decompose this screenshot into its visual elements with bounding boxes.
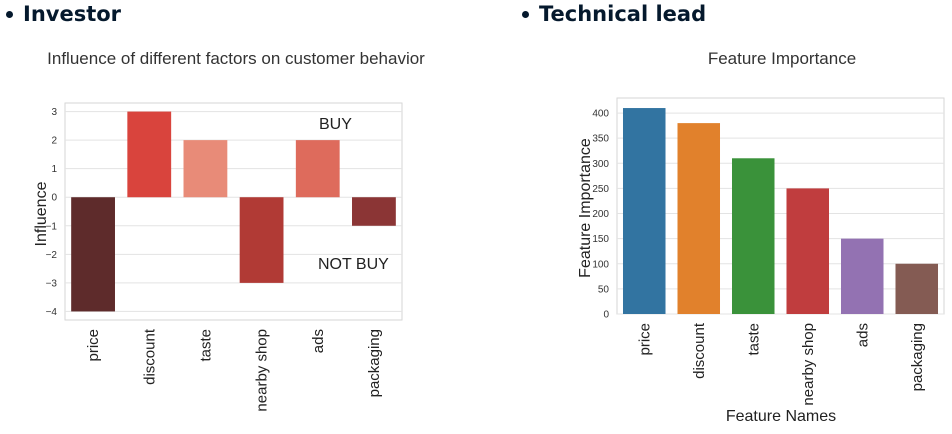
y-tick-label: −1 <box>46 221 58 232</box>
bar <box>622 108 666 314</box>
x-tick-label: packaging <box>909 323 926 391</box>
y-axis-label: Influence <box>33 181 50 246</box>
buy-annotation: BUY <box>319 116 352 133</box>
bar <box>895 263 939 314</box>
bar <box>127 111 172 198</box>
chart-title: Influence of different factors on custom… <box>47 49 425 68</box>
y-tick-label: 2 <box>51 136 57 147</box>
y-tick-label: −4 <box>46 307 58 318</box>
y-tick-label: −3 <box>46 278 58 289</box>
bar <box>731 158 775 314</box>
x-tick-label: nearby shop <box>800 323 817 406</box>
technical-lead-heading-label: Technical lead <box>539 2 707 26</box>
x-tick-label: taste <box>745 323 762 356</box>
y-tick-label: 350 <box>592 134 609 145</box>
x-tick-label: nearby shop <box>254 329 271 412</box>
not-buy-annotation: NOT BUY <box>318 256 389 273</box>
y-tick-label: 3 <box>51 107 57 118</box>
x-tick-label: discount <box>141 328 158 385</box>
bar <box>295 140 340 198</box>
y-axis-label: Feature Importance <box>577 138 594 278</box>
x-axis-label: Feature Names <box>726 408 836 425</box>
investor-heading: Investor <box>6 2 121 26</box>
x-tick-label: price <box>85 329 102 362</box>
x-tick-label: price <box>636 323 653 356</box>
y-tick-label: 200 <box>592 209 609 220</box>
x-tick-label: ads <box>310 329 327 353</box>
y-tick-label: 300 <box>592 159 609 170</box>
bar <box>677 123 721 315</box>
x-tick-label: discount <box>691 322 708 379</box>
technical-lead-heading: Technical lead <box>522 2 706 26</box>
bullet-icon <box>6 10 13 18</box>
y-tick-label: 0 <box>603 310 609 321</box>
y-tick-label: 400 <box>592 109 609 120</box>
bar <box>239 197 284 283</box>
bar <box>71 197 115 312</box>
plot-frame <box>64 102 403 321</box>
x-tick-label: packaging <box>366 329 383 397</box>
y-tick-label: 150 <box>592 234 609 245</box>
bar <box>183 140 228 198</box>
investor-heading-label: Investor <box>23 2 122 26</box>
bullet-icon <box>522 10 529 18</box>
plot-frame <box>616 97 945 315</box>
bar <box>352 197 396 226</box>
y-tick-label: 0 <box>51 193 57 204</box>
y-tick-label: 1 <box>51 164 57 175</box>
y-tick-label: −2 <box>46 250 58 261</box>
x-tick-label: ads <box>854 323 871 347</box>
y-tick-label: 250 <box>592 184 609 195</box>
bar <box>840 238 884 314</box>
y-tick-label: 100 <box>592 259 609 270</box>
x-tick-label: taste <box>197 329 214 362</box>
chart-title: Feature Importance <box>708 49 856 68</box>
y-tick-label: 50 <box>598 284 610 295</box>
bar <box>786 188 830 314</box>
